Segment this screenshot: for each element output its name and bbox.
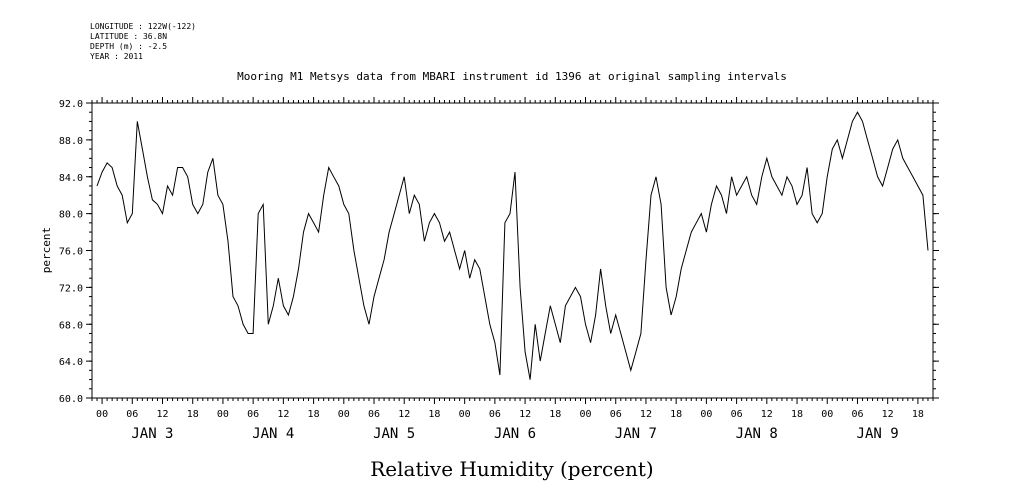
x-hour-label: 00 bbox=[459, 409, 471, 420]
y-axis-label: percent bbox=[40, 227, 53, 273]
y-tick-label: 64.0 bbox=[59, 357, 83, 368]
x-hour-label: 06 bbox=[489, 409, 501, 420]
x-axis: 00 06 12 18 00 06 12 18 00 06 12 18 00 06 12 18 00 06 12 18… bbox=[91, 97, 934, 442]
x-hour-label: 18 bbox=[428, 409, 440, 420]
humidity-series-line bbox=[96, 111, 929, 380]
x-day-label: JAN 8 bbox=[736, 426, 778, 442]
chart-title: Mooring M1 Metsys data from MBARI instru… bbox=[237, 70, 787, 83]
x-day-label: JAN 6 bbox=[494, 426, 536, 442]
year-label: YEAR : 2011 bbox=[90, 52, 143, 61]
x-hour-label: 12 bbox=[882, 409, 894, 420]
x-hour-label: 06 bbox=[610, 409, 622, 420]
x-hour-label: 12 bbox=[156, 409, 168, 420]
y-tick-label: 72.0 bbox=[59, 283, 83, 294]
y-tick-label: 92.0 bbox=[59, 99, 83, 110]
x-day-label: JAN 4 bbox=[252, 426, 294, 442]
plot-frame bbox=[91, 102, 934, 399]
x-hour-label: 12 bbox=[519, 409, 531, 420]
x-hour-label: 18 bbox=[912, 409, 924, 420]
x-hour-label: 00 bbox=[338, 409, 350, 420]
x-axis-label: Relative Humidity (percent) bbox=[370, 457, 653, 481]
x-hour-label: 18 bbox=[187, 409, 199, 420]
x-hour-label: 06 bbox=[731, 409, 743, 420]
x-day-label: JAN 7 bbox=[615, 426, 657, 442]
x-hour-label: 00 bbox=[217, 409, 229, 420]
y-tick-label: 68.0 bbox=[59, 320, 83, 331]
y-tick-label: 88.0 bbox=[59, 136, 83, 147]
x-hour-label: 00 bbox=[821, 409, 833, 420]
x-hour-label: 18 bbox=[308, 409, 320, 420]
x-day-label: JAN 9 bbox=[857, 426, 899, 442]
y-tick-label: 84.0 bbox=[59, 173, 83, 184]
x-hour-label: 06 bbox=[368, 409, 380, 420]
x-hour-label: 00 bbox=[579, 409, 591, 420]
y-axis: 60.0 64.0 68.0 72.0 76.0 80.0 84.0 88.0 92.0 bbox=[59, 99, 939, 405]
x-hour-label: 12 bbox=[277, 409, 289, 420]
x-hour-label: 00 bbox=[96, 409, 108, 420]
x-hour-label: 06 bbox=[851, 409, 863, 420]
x-hour-label: 18 bbox=[549, 409, 561, 420]
x-hour-label: 00 bbox=[700, 409, 712, 420]
y-tick-label: 80.0 bbox=[59, 210, 83, 221]
x-hour-label: 12 bbox=[398, 409, 410, 420]
x-hour-label: 06 bbox=[247, 409, 259, 420]
x-hour-label: 18 bbox=[791, 409, 803, 420]
y-tick-label: 60.0 bbox=[59, 394, 83, 405]
mooring-metadata: LONGITUDE : 122W(-122) LATITUDE : 36.8N … bbox=[90, 22, 196, 62]
x-hour-label: 12 bbox=[761, 409, 773, 420]
depth-label: DEPTH (m) : -2.5 bbox=[90, 42, 168, 51]
latitude-label: LATITUDE : 36.8N bbox=[90, 32, 168, 41]
x-hour-label: 06 bbox=[126, 409, 138, 420]
x-day-label: JAN 5 bbox=[373, 426, 415, 442]
y-tick-label: 76.0 bbox=[59, 247, 83, 258]
longitude-label: LONGITUDE : 122W(-122) bbox=[90, 22, 196, 31]
x-hour-label: 18 bbox=[670, 409, 682, 420]
x-hour-label: 12 bbox=[640, 409, 652, 420]
x-day-label: JAN 3 bbox=[131, 426, 173, 442]
